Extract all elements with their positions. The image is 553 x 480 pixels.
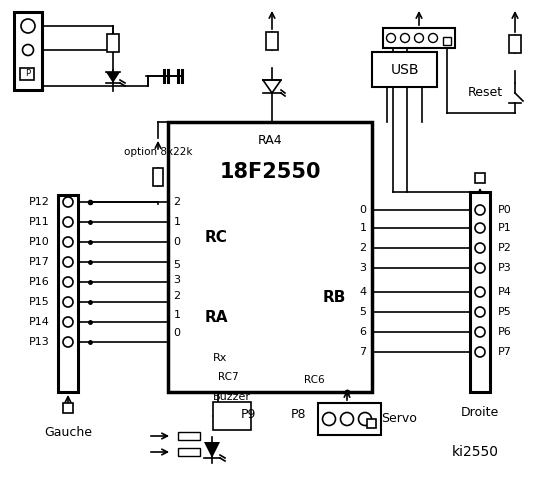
Circle shape xyxy=(475,205,485,215)
Circle shape xyxy=(63,317,73,327)
Circle shape xyxy=(475,307,485,317)
Text: RC7: RC7 xyxy=(218,372,238,382)
Text: P1: P1 xyxy=(498,223,512,233)
Bar xyxy=(63,403,73,413)
Text: P3: P3 xyxy=(498,263,512,273)
Circle shape xyxy=(63,277,73,287)
Text: 0: 0 xyxy=(174,237,180,247)
Circle shape xyxy=(358,412,372,425)
Circle shape xyxy=(21,19,35,33)
Bar xyxy=(367,419,376,428)
Text: RA4: RA4 xyxy=(258,133,283,146)
Text: RA: RA xyxy=(204,311,228,325)
Text: Servo: Servo xyxy=(381,412,417,425)
Circle shape xyxy=(341,412,353,425)
Text: P12: P12 xyxy=(29,197,50,207)
Text: P2: P2 xyxy=(498,243,512,253)
Text: RC6: RC6 xyxy=(304,375,324,385)
Circle shape xyxy=(322,412,336,425)
Text: 7: 7 xyxy=(359,347,367,357)
Circle shape xyxy=(475,223,485,233)
Text: P14: P14 xyxy=(29,317,50,327)
Bar xyxy=(14,12,42,90)
Bar xyxy=(318,403,381,435)
Text: P5: P5 xyxy=(498,307,512,317)
Text: 2: 2 xyxy=(174,197,181,207)
Bar xyxy=(178,432,200,440)
Text: P0: P0 xyxy=(498,205,512,215)
Text: Droite: Droite xyxy=(461,406,499,419)
Bar xyxy=(213,402,251,430)
Bar xyxy=(383,28,455,48)
Circle shape xyxy=(415,34,424,43)
Text: P15: P15 xyxy=(29,297,50,307)
Text: 3: 3 xyxy=(174,275,180,285)
Text: Reset: Reset xyxy=(467,85,503,98)
Text: Rx: Rx xyxy=(213,353,227,363)
Text: P16: P16 xyxy=(29,277,50,287)
Text: option 8x22k: option 8x22k xyxy=(124,147,192,157)
Text: 6: 6 xyxy=(359,327,367,337)
Text: P6: P6 xyxy=(498,327,512,337)
Circle shape xyxy=(63,217,73,227)
Polygon shape xyxy=(204,442,220,458)
Text: RB: RB xyxy=(322,290,346,305)
Bar xyxy=(20,68,34,80)
Text: 1: 1 xyxy=(359,223,367,233)
Bar xyxy=(168,122,372,392)
Bar xyxy=(509,35,521,53)
Text: 5: 5 xyxy=(359,307,367,317)
Bar xyxy=(470,192,490,392)
Text: 4: 4 xyxy=(359,287,367,297)
Text: P7: P7 xyxy=(498,347,512,357)
Bar xyxy=(107,34,119,52)
Text: P: P xyxy=(25,70,30,79)
Text: 0: 0 xyxy=(359,205,367,215)
Circle shape xyxy=(400,34,410,43)
Text: P8: P8 xyxy=(290,408,306,420)
Bar xyxy=(266,32,278,50)
Circle shape xyxy=(63,197,73,207)
Text: Gauche: Gauche xyxy=(44,425,92,439)
Text: 1: 1 xyxy=(174,310,180,320)
Bar xyxy=(153,168,163,186)
Bar xyxy=(178,448,200,456)
Text: P4: P4 xyxy=(498,287,512,297)
Bar xyxy=(372,52,437,87)
Circle shape xyxy=(475,327,485,337)
Text: 1: 1 xyxy=(174,217,180,227)
Text: P9: P9 xyxy=(241,408,255,420)
Text: 0: 0 xyxy=(174,328,180,338)
Text: 5: 5 xyxy=(174,260,180,270)
Text: USB: USB xyxy=(390,62,419,76)
Text: RC: RC xyxy=(205,229,227,244)
Circle shape xyxy=(475,347,485,357)
Bar xyxy=(443,37,451,45)
Circle shape xyxy=(475,243,485,253)
Text: Buzzer: Buzzer xyxy=(213,392,251,402)
Circle shape xyxy=(23,45,34,56)
Bar xyxy=(58,195,78,392)
Text: P17: P17 xyxy=(29,257,50,267)
Text: ki2550: ki2550 xyxy=(451,445,498,459)
Bar xyxy=(475,173,485,183)
Polygon shape xyxy=(106,72,120,83)
Circle shape xyxy=(63,337,73,347)
Text: P10: P10 xyxy=(29,237,50,247)
Text: 2: 2 xyxy=(174,291,181,301)
Circle shape xyxy=(387,34,395,43)
Text: 3: 3 xyxy=(359,263,367,273)
Text: 18F2550: 18F2550 xyxy=(219,162,321,182)
Circle shape xyxy=(475,263,485,273)
Circle shape xyxy=(63,237,73,247)
Circle shape xyxy=(63,257,73,267)
Text: 2: 2 xyxy=(359,243,367,253)
Text: P13: P13 xyxy=(29,337,50,347)
Text: P11: P11 xyxy=(29,217,50,227)
Circle shape xyxy=(429,34,437,43)
Circle shape xyxy=(475,287,485,297)
Circle shape xyxy=(63,297,73,307)
